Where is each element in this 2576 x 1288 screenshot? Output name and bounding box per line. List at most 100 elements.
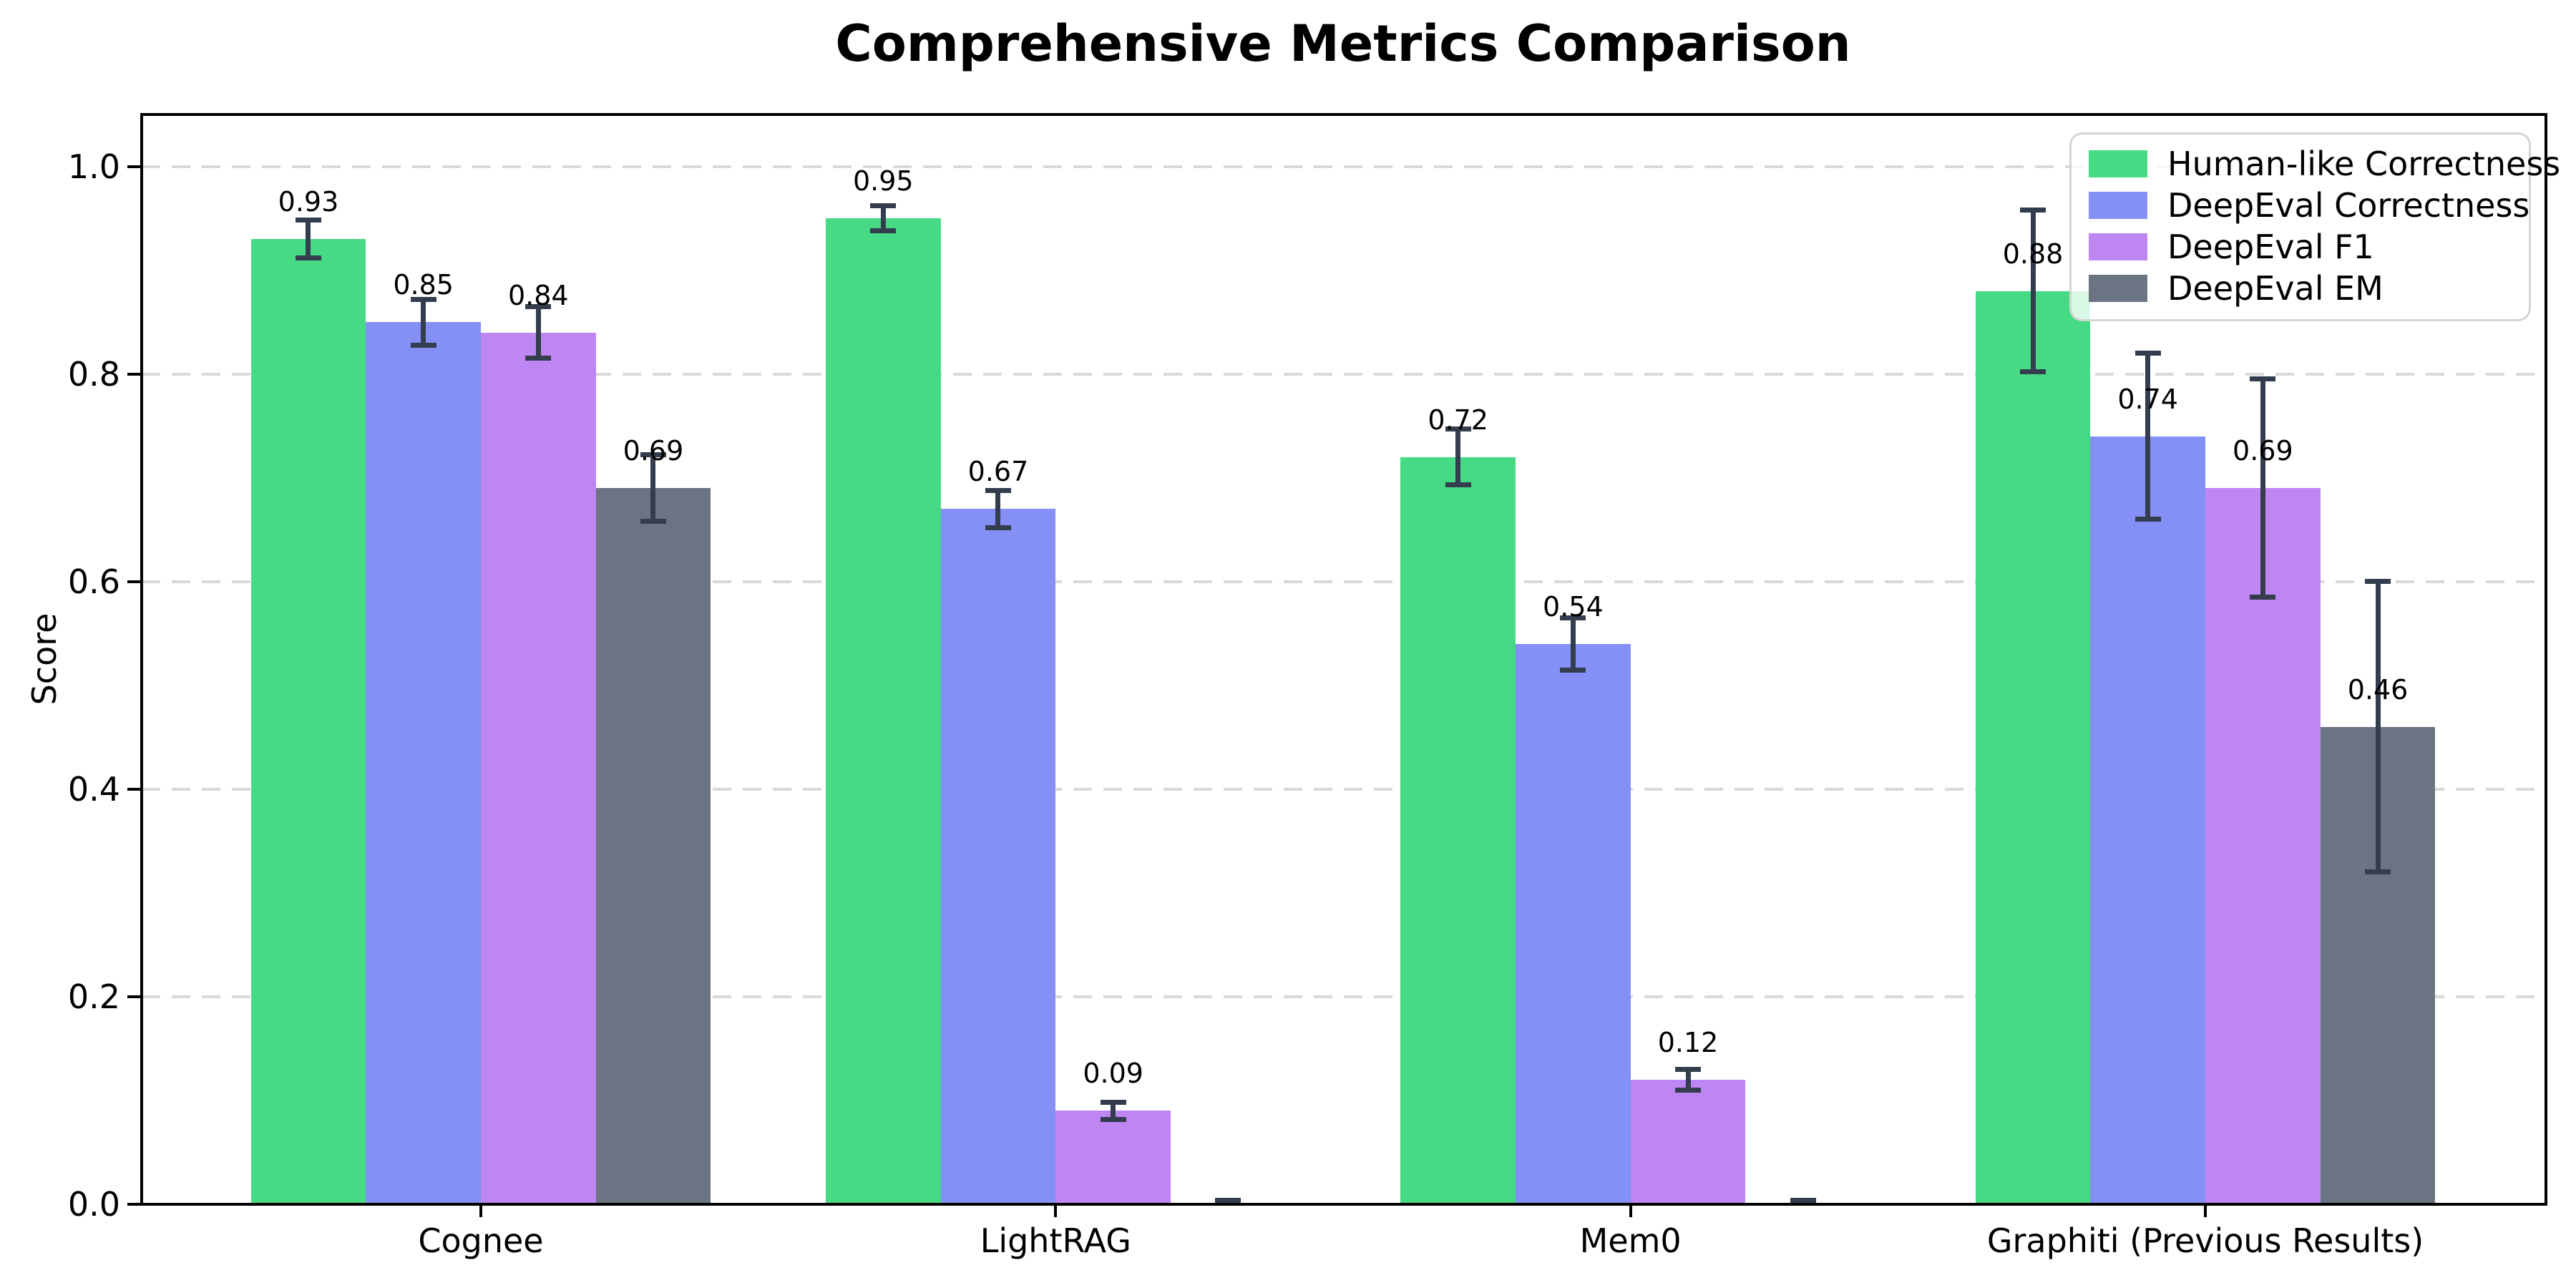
y-gridline [142,372,2545,376]
error-bar-cap-top [295,218,321,223]
legend-label: DeepEval EM [2167,269,2384,308]
plot-area: 0.93 0.95 0.72 0.88 0.85 0.67 0.54 0.74 0.84 0.09… [142,114,2545,1204]
error-bar-cap-bottom [2135,517,2161,522]
y-gridline [142,995,2545,998]
x-tick-label: LightRAG [980,1221,1131,1260]
bar-value-label: 0.67 [967,456,1029,488]
x-tick-mark [1054,1206,1058,1217]
y-tick-mark [127,580,140,583]
error-bar-line [1685,1069,1691,1091]
legend-item: DeepEval F1 [2089,226,2512,268]
bar-value-label: 0.46 [2347,673,2409,706]
bar-value-label: 0.09 [1083,1058,1143,1090]
error-bar-line [1455,429,1461,485]
y-gridline [142,165,2545,168]
axis-spine-bottom [140,1203,2547,1206]
error-bar-line [2260,379,2265,597]
error-bar-cap-top [1560,615,1586,620]
legend-item: DeepEval EM [2089,268,2512,309]
y-tick-mark [127,372,140,376]
error-bar-line [2375,581,2381,872]
chart-title: Comprehensive Metrics Comparison [835,14,1851,73]
bar-value-label: 0.72 [1428,404,1488,436]
error-bar-cap-bottom [410,342,436,348]
bar-deepeval-correctness [2090,436,2205,1204]
bar-deepeval-f1 [480,332,596,1204]
bar-deepeval-f1 [1630,1079,1746,1204]
legend-swatch [2089,192,2147,219]
error-bar-cap-bottom [1675,1087,1701,1093]
bar-deepeval-correctness [1516,643,1631,1204]
error-bar-cap-top [410,296,436,302]
bar-deepeval-correctness [940,509,1056,1204]
y-tick-label: 1.0 [67,147,120,186]
error-bar-cap-bottom [2365,869,2391,875]
bar-value-label: 0.88 [2002,238,2064,270]
x-tick-label: Cognee [418,1221,544,1260]
error-bar-cap-top [985,487,1011,493]
error-bar-cap-top [1790,1197,1816,1203]
error-bar-cap-bottom [640,519,666,525]
y-gridline [142,580,2545,583]
error-bar-line [1570,618,1576,670]
bar-value-label: 0.95 [853,165,914,197]
legend-swatch [2089,150,2147,177]
error-bar-line [1111,1102,1116,1120]
y-tick-mark [127,165,140,168]
error-bar-line [2030,210,2036,372]
error-bar-cap-bottom [870,228,897,233]
error-bar-cap-bottom [2250,594,2276,600]
y-tick-label: 0.2 [67,977,120,1016]
x-tick-mark [479,1206,482,1217]
error-bar-cap-top [640,452,666,458]
error-bar-cap-bottom [1560,667,1586,673]
error-bar-line [995,490,1001,528]
error-bar-cap-bottom [2020,369,2046,375]
x-tick-label: Graphiti (Previous Results) [1986,1221,2424,1260]
error-bar-cap-bottom [1445,482,1471,488]
bar-human-like-correctness [1400,457,1516,1204]
x-tick-label: Mem0 [1579,1221,1682,1260]
error-bar-line [880,205,886,231]
error-bar-line [650,454,656,522]
error-bar-cap-bottom [295,255,321,260]
legend-label: Human-like Correctness [2167,145,2561,183]
y-tick-label: 0.8 [67,354,120,394]
error-bar-cap-top [1675,1066,1701,1072]
bar-deepeval-f1 [1055,1111,1171,1204]
legend: Human-like Correctness DeepEval Correctne… [2069,132,2560,321]
error-bar-line [421,299,426,345]
y-tick-mark [127,1203,140,1206]
bar-value-label: 0.84 [507,279,569,311]
legend-label: DeepEval F1 [2167,228,2374,266]
legend-swatch [2089,233,2147,260]
error-bar-line [535,306,541,358]
error-bar-cap-top [1215,1197,1241,1203]
error-bar-line [306,220,311,258]
legend-item: Human-like Correctness [2089,143,2560,185]
error-bar-line [2145,353,2151,519]
error-bar-cap-top [2365,579,2391,585]
error-bar-cap-top [2250,376,2276,382]
axis-spine-right [2545,113,2547,1206]
bar-deepeval-correctness [366,322,481,1204]
error-bar-cap-bottom [985,525,1011,530]
y-gridline [142,787,2545,791]
bar-value-label: 0.69 [623,435,684,467]
bar-value-label: 0.69 [2233,435,2293,467]
bar-value-label: 0.12 [1657,1026,1719,1058]
bar-deepeval-f1 [2205,488,2321,1204]
legend-item: DeepEval Correctness [2089,185,2529,226]
error-bar-cap-top [1445,426,1471,431]
error-bar-cap-bottom [525,356,552,361]
y-axis-label: Score [25,613,64,706]
bar-human-like-correctness [825,218,941,1204]
bar-human-like-correctness [250,239,366,1204]
error-bar-cap-bottom [1100,1116,1126,1122]
bar-value-label: 0.74 [2117,383,2178,415]
error-bar-cap-top [525,303,552,309]
error-bar-cap-top [2020,207,2046,213]
legend-label: DeepEval Correctness [2167,186,2530,225]
y-tick-mark [127,995,140,998]
error-bar-cap-top [2135,351,2161,356]
